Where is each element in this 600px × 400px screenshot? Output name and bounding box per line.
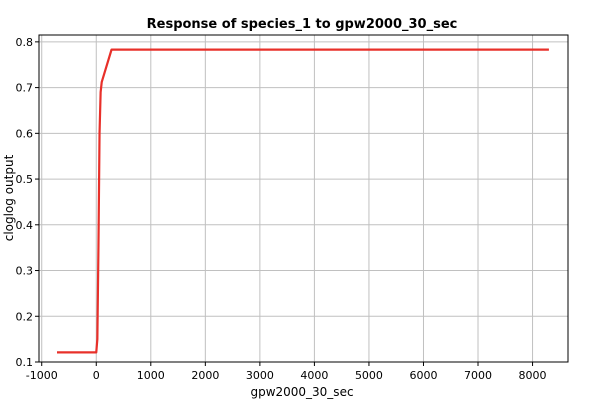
x-tick-label: 6000 bbox=[409, 369, 437, 382]
x-tick-label: 0 bbox=[93, 369, 100, 382]
x-tick-label: 1000 bbox=[137, 369, 165, 382]
y-tick-label: 0.7 bbox=[16, 82, 34, 95]
y-tick-label: 0.1 bbox=[16, 356, 34, 369]
x-tick-label: 5000 bbox=[355, 369, 383, 382]
chart-title: Response of species_1 to gpw2000_30_sec bbox=[147, 17, 458, 32]
y-tick-label: 0.8 bbox=[16, 36, 34, 49]
y-tick-label: 0.6 bbox=[16, 127, 34, 140]
x-tick-label: 7000 bbox=[464, 369, 492, 382]
x-tick-label: 3000 bbox=[246, 369, 274, 382]
y-tick-label: 0.2 bbox=[16, 310, 34, 323]
grid-layer bbox=[39, 35, 568, 363]
response-curve bbox=[57, 48, 549, 354]
x-tick-label: 2000 bbox=[191, 369, 219, 382]
plot-frame bbox=[38, 34, 569, 363]
x-tick-label: 4000 bbox=[300, 369, 328, 382]
y-axis-label: cloglog output bbox=[2, 154, 16, 241]
y-tick-label: 0.4 bbox=[16, 219, 34, 232]
y-tick-label: 0.3 bbox=[16, 265, 34, 278]
x-axis-label: gpw2000_30_sec bbox=[250, 385, 353, 399]
line-layer bbox=[57, 48, 549, 354]
y-tick-label: 0.5 bbox=[16, 173, 34, 186]
x-tick-label: 8000 bbox=[519, 369, 547, 382]
tick-layer: -1000 0 1000 2000 3000 4000 5000 6000 7000 8000 0.… bbox=[16, 36, 547, 382]
x-tick-label: -1000 bbox=[26, 369, 58, 382]
